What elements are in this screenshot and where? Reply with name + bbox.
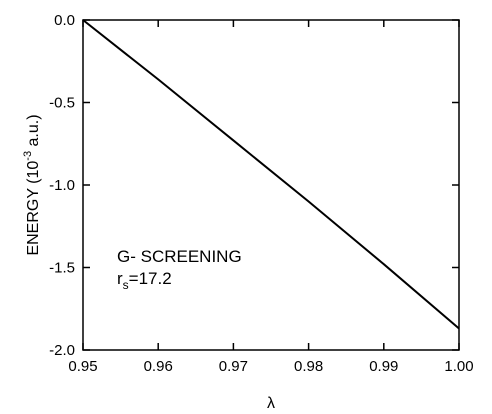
x-tick-label: 0.96 bbox=[144, 358, 173, 375]
annotation-rs: rs=17.2 bbox=[117, 269, 172, 292]
y-axis-label-exponent: -3 bbox=[22, 151, 34, 161]
x-tick-label: 0.97 bbox=[219, 358, 248, 375]
annotation-screening: G- SCREENING bbox=[117, 247, 242, 266]
annotation-rs-value: =17.2 bbox=[129, 269, 172, 288]
y-axis-label: ENERGY (10-3 a.u.) bbox=[22, 114, 42, 255]
y-tick-label: -2.0 bbox=[49, 342, 75, 359]
y-tick-label: -1.5 bbox=[49, 260, 75, 277]
annotation-rs-sub: s bbox=[123, 278, 129, 292]
y-axis-label-suffix: a.u.) bbox=[25, 114, 42, 150]
x-tick-label: 0.95 bbox=[68, 358, 97, 375]
series-group bbox=[82, 19, 460, 330]
y-tick-label: -1.0 bbox=[49, 177, 75, 194]
series-line bbox=[82, 19, 460, 330]
x-axis-label: λ bbox=[267, 395, 275, 412]
y-tick-label: 0.0 bbox=[54, 12, 75, 29]
y-axis-label-prefix: ENERGY (10 bbox=[25, 161, 42, 256]
y-tick-label: -0.5 bbox=[49, 95, 75, 112]
x-tick-label: 1.00 bbox=[444, 358, 473, 375]
plot-frame bbox=[82, 19, 460, 351]
x-ticks: 0.95 0.96 0.97 0.98 0.99 1.00 bbox=[68, 20, 474, 375]
y-ticks: 0.0 -0.5 -1.0 -1.5 -2.0 bbox=[49, 12, 459, 359]
x-tick-label: 0.98 bbox=[294, 358, 323, 375]
annotation-rs-r: r bbox=[117, 269, 123, 288]
x-tick-label: 0.99 bbox=[369, 358, 398, 375]
